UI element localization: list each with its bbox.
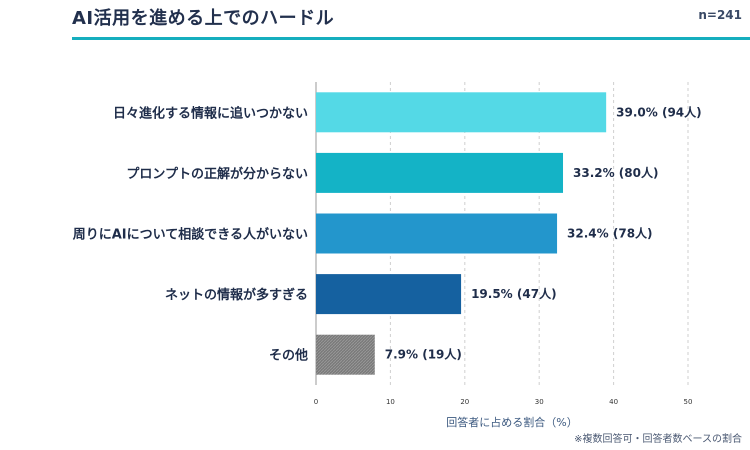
x-tick-label: 20 <box>460 398 469 406</box>
category-label: その他 <box>269 348 308 364</box>
category-label: 周りにAIについて相談できる人がいない <box>73 227 308 243</box>
title-underline <box>72 37 750 40</box>
bar <box>316 213 558 254</box>
category-label: プロンプトの正解が分からない <box>126 166 308 182</box>
data-label: 7.9% (19人) <box>385 347 462 362</box>
bar <box>316 274 462 315</box>
footnote: ※複数回答可・回答者数ベースの割合 <box>574 434 742 445</box>
bar <box>316 92 607 133</box>
bar <box>316 152 564 193</box>
x-tick-label: 10 <box>386 398 395 406</box>
x-tick-label: 40 <box>609 398 618 406</box>
category-label: 日々進化する情報に追いつかない <box>113 105 308 121</box>
bar <box>316 334 375 375</box>
x-tick-label: 30 <box>535 398 544 406</box>
x-tick-label: 50 <box>684 398 693 406</box>
data-label: 39.0% (94人) <box>616 104 701 119</box>
x-axis-title: 回答者に占める割合（%） <box>446 415 577 429</box>
page-title: AI活用を進める上でのハードル <box>72 8 335 29</box>
data-label: 19.5% (47人) <box>471 286 556 301</box>
category-label: ネットの情報が多すぎる <box>165 287 308 303</box>
data-label: 33.2% (80人) <box>573 165 658 180</box>
sample-size-label: n=241 <box>698 8 742 22</box>
x-axis: 0 10 20 30 40 50 <box>314 398 693 406</box>
x-tick-label: 0 <box>314 398 318 406</box>
bars: 日々進化する情報に追いつかない 39.0% (94人) プロンプトの正解が分からない… <box>73 92 702 375</box>
data-label: 32.4% (78人) <box>567 226 652 241</box>
